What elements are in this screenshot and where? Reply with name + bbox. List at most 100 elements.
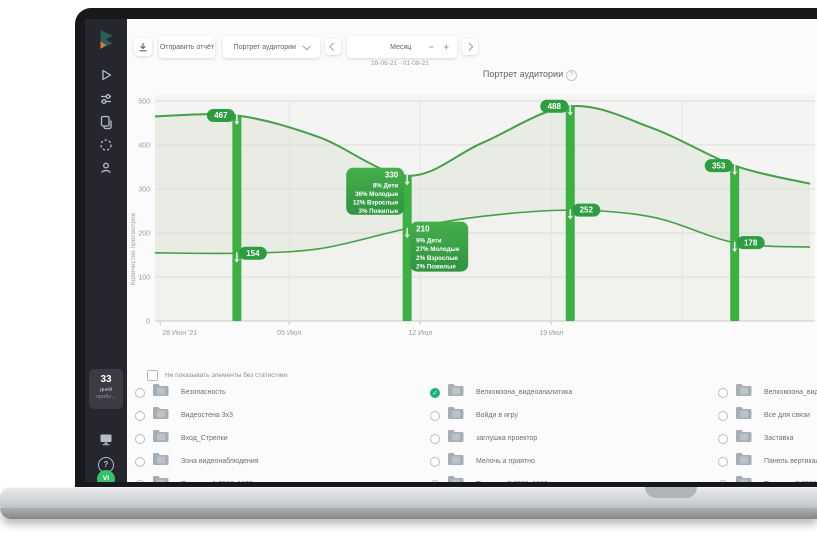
- audience-chart: 0 100 200 300 400 500 28 Июн '21 05 Июл 12 Июл 19…: [125, 89, 815, 344]
- radio-button[interactable]: [430, 410, 440, 421]
- radio-button[interactable]: [718, 456, 728, 467]
- media-item-label: Все для связи: [764, 412, 810, 419]
- value-badge[interactable]: 178: [736, 236, 765, 250]
- media-item[interactable]: Зона видеонаблюдения: [135, 450, 435, 473]
- radio-button[interactable]: [430, 433, 440, 444]
- folder-icon: [448, 407, 464, 419]
- play-icon[interactable]: [98, 67, 114, 83]
- bar-marker-icon: [234, 252, 240, 263]
- sidebar: 33 дней пробн... ? VI: [85, 19, 127, 482]
- svg-text:353: 353: [712, 161, 726, 170]
- y-tick-label: 0: [146, 319, 150, 326]
- radio-button[interactable]: ✓: [430, 387, 440, 398]
- pages-icon[interactable]: [98, 114, 114, 130]
- media-item-label: Велкомзона_видеоаналитика: [764, 389, 817, 396]
- svg-text:154: 154: [246, 249, 260, 258]
- download-report-button[interactable]: [134, 38, 152, 56]
- zoom-out-button[interactable]: −: [428, 42, 434, 52]
- radio-button[interactable]: [135, 387, 145, 398]
- radio-button[interactable]: [135, 433, 145, 444]
- laptop-base: [0, 487, 817, 508]
- period-select[interactable]: Месяц − +: [347, 36, 457, 58]
- bar-marker-icon: [567, 209, 573, 220]
- media-item[interactable]: Войди в игру: [430, 404, 730, 427]
- y-tick-label: 300: [138, 187, 150, 194]
- zoom-in-button[interactable]: +: [443, 42, 449, 52]
- hide-no-stats-checkbox[interactable]: [147, 370, 158, 381]
- value-badge[interactable]: 467: [206, 109, 235, 123]
- media-item-label: Войди в игру: [476, 412, 518, 419]
- value-badge[interactable]: 154: [238, 246, 267, 260]
- folder-icon: [153, 453, 169, 465]
- radio-button[interactable]: [135, 410, 145, 421]
- bar-marker-icon: [404, 174, 410, 186]
- svg-text:27% Молодые: 27% Молодые: [416, 246, 460, 253]
- radio-button[interactable]: [135, 479, 145, 482]
- value-badge[interactable]: 488: [540, 99, 569, 113]
- media-item[interactable]: ✓ Велкомзона_видеоаналитика: [430, 381, 730, 404]
- next-period-button[interactable]: [462, 39, 478, 55]
- media-item[interactable]: Видеостена 3х3: [135, 404, 435, 427]
- radio-button[interactable]: [718, 410, 728, 421]
- media-item[interactable]: Планшет 2 2560х1600: [430, 473, 730, 482]
- folder-icon: [448, 476, 464, 482]
- chart-title: Портрет аудитории?: [415, 69, 645, 81]
- folder-icon: [448, 430, 464, 442]
- radio-button[interactable]: [430, 479, 440, 482]
- y-tick-label: 500: [138, 99, 150, 106]
- media-item[interactable]: Заставка: [718, 427, 817, 450]
- media-item[interactable]: Велкомзона_видеоаналитика: [718, 381, 817, 404]
- chevron-left-icon: [330, 43, 338, 51]
- value-badge[interactable]: 353: [704, 159, 733, 173]
- trial-countdown-badge[interactable]: 33 дней пробн...: [89, 369, 123, 409]
- media-item[interactable]: Мелочь а приятно: [430, 450, 730, 473]
- y-axis-label: Количество просмотров: [130, 212, 137, 285]
- radio-button[interactable]: [718, 479, 728, 482]
- chart-bar[interactable]: [402, 175, 412, 321]
- media-item[interactable]: заглушка проектор: [430, 427, 730, 450]
- media-item[interactable]: Безопасность: [135, 381, 435, 404]
- svg-text:12% Взрослые: 12% Взрослые: [353, 200, 399, 207]
- user-avatar[interactable]: VI: [97, 470, 115, 482]
- profile-icon[interactable]: [98, 160, 114, 176]
- media-item[interactable]: Планшет 3 2560х1600: [718, 473, 817, 482]
- filters-icon[interactable]: [98, 91, 114, 107]
- prev-period-button[interactable]: [325, 39, 341, 55]
- laptop-base-edge: [0, 508, 817, 519]
- radio-button[interactable]: [135, 456, 145, 467]
- items-column-3: Велкомзона_видеоаналитика Все для связи …: [718, 381, 817, 482]
- svg-text:330: 330: [385, 170, 399, 179]
- svg-text:3% Пожилые: 3% Пожилые: [359, 208, 399, 215]
- y-tick-label: 400: [138, 143, 150, 150]
- bar-marker-icon: [732, 241, 738, 253]
- svg-text:9% Дети: 9% Дети: [416, 238, 442, 245]
- radio-button[interactable]: [430, 456, 440, 467]
- display-icon[interactable]: [98, 431, 114, 447]
- media-item-label: Велкомзона_видеоаналитика: [476, 389, 573, 396]
- radio-button[interactable]: [718, 433, 728, 444]
- media-item-label: Безопасность: [181, 389, 226, 396]
- media-item-label: Вход_Стрелки: [181, 435, 228, 442]
- value-badge[interactable]: 252: [572, 203, 601, 217]
- x-tick-label: 28 Июн '21: [162, 330, 197, 337]
- chevron-down-icon: [302, 42, 311, 50]
- media-item-label: Планшет 2 2560х1600: [476, 481, 548, 482]
- info-icon[interactable]: ?: [566, 70, 578, 81]
- chart-svg: 0 100 200 300 400 500 28 Июн '21 05 Июл 12 Июл 19…: [130, 95, 815, 337]
- radio-button[interactable]: [718, 387, 728, 398]
- send-report-button[interactable]: Отправить отчёт: [159, 36, 215, 58]
- scan-circle-icon[interactable]: [98, 137, 114, 153]
- chart-bar[interactable]: [232, 115, 242, 321]
- svg-text:2% Взрослые: 2% Взрослые: [416, 255, 458, 262]
- media-item[interactable]: Планшет 1 2560х1600: [135, 473, 435, 482]
- hide-no-stats-label: Не показывать элементы без статистики: [165, 372, 288, 379]
- media-item[interactable]: Панель вертикальная внутр: [718, 450, 817, 473]
- media-item-label: Планшет 3 2560х1600: [764, 481, 817, 482]
- media-item[interactable]: Все для связи: [718, 404, 817, 427]
- media-item-label: Планшет 1 2560х1600: [181, 481, 253, 482]
- report-type-select[interactable]: Портрет аудитории: [223, 36, 320, 58]
- folder-icon: [448, 384, 464, 396]
- media-item[interactable]: Вход_Стрелки: [135, 427, 435, 450]
- app-logo-icon: [100, 30, 113, 49]
